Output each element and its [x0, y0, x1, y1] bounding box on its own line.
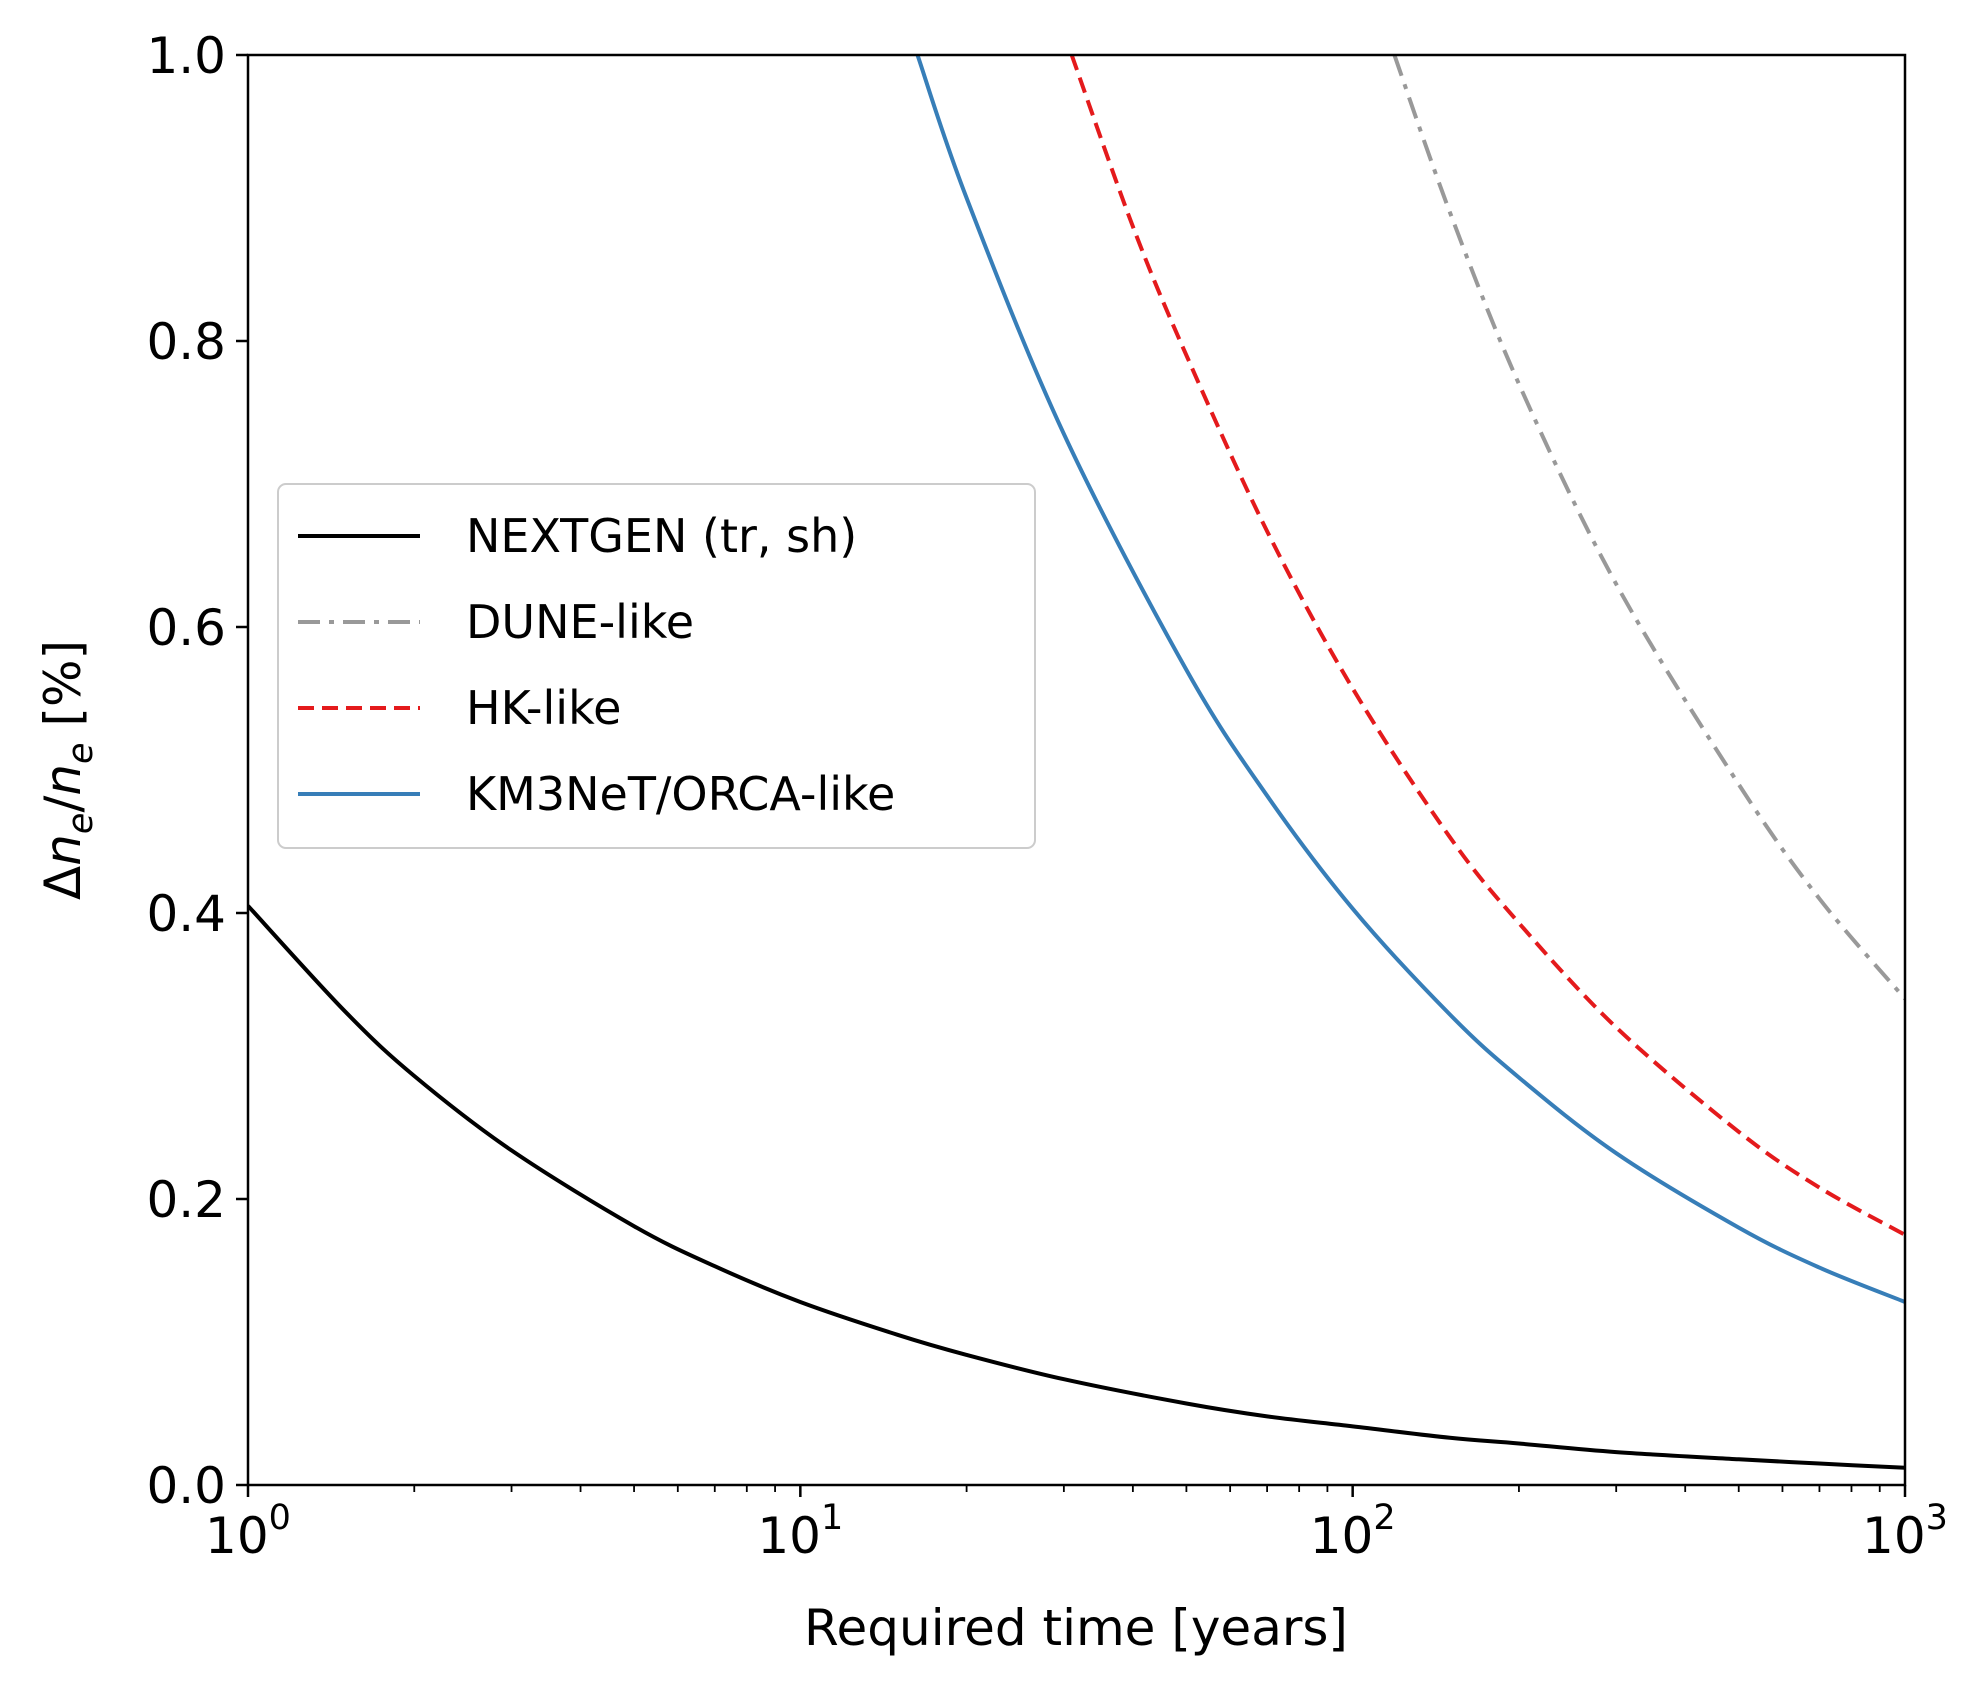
series-line-0 — [248, 904, 1905, 1470]
y-tick-label-0: 0.0 — [146, 1457, 226, 1515]
ticks-layer: 100 101 102 103 0.0 0.2 0.4 0.6 0.8 1.0 — [146, 27, 1947, 1565]
legend: NEXTGEN (tr, sh) DUNE-like HK-like KM3NeT/O… — [277, 483, 1036, 849]
series-line-2 — [1069, 55, 1905, 1237]
y-tick-label-5: 1.0 — [146, 27, 226, 85]
legend-label-0: NEXTGEN (tr, sh) — [466, 509, 857, 563]
y-tick-label-1: 0.2 — [146, 1171, 226, 1229]
y-axis-label: Δne/ne [%] — [34, 640, 101, 900]
x-tick-label-0: 100 — [205, 1498, 291, 1565]
x-tick-label-1: 101 — [757, 1498, 843, 1565]
x-tick-label-2: 102 — [1310, 1498, 1396, 1565]
series-line-3 — [915, 55, 1905, 1304]
y-tick-label-4: 0.8 — [146, 313, 226, 371]
series-line-1 — [1392, 55, 1905, 1001]
y-tick-label-2: 0.4 — [146, 885, 226, 943]
x-axis-label: Required time [years] — [804, 1599, 1348, 1657]
series-layer — [248, 55, 1905, 1470]
legend-label-3: KM3NeT/ORCA-like — [466, 767, 895, 821]
x-tick-label-3: 103 — [1862, 1498, 1948, 1565]
legend-label-1: DUNE-like — [466, 595, 694, 649]
plot-frame — [246, 53, 1907, 1487]
legend-box — [277, 483, 1036, 849]
y-tick-label-3: 0.6 — [146, 599, 226, 657]
legend-label-2: HK-like — [466, 681, 621, 735]
